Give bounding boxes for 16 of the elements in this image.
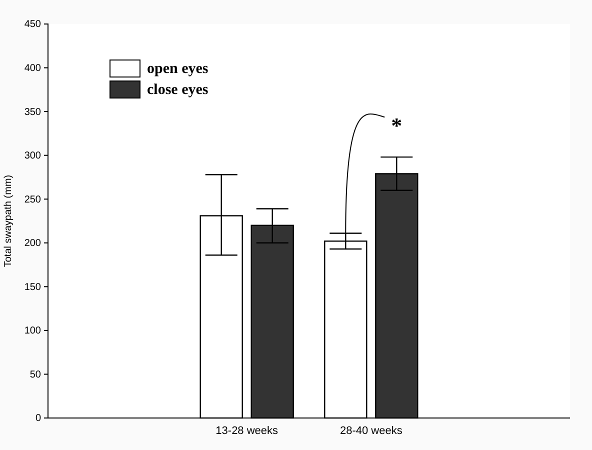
y-tick-label: 250: [24, 194, 42, 206]
legend-label: open eyes: [147, 61, 208, 77]
y-tick-label: 100: [24, 326, 42, 337]
y-tick-label: 50: [30, 369, 42, 380]
y-tick-label: 0: [35, 413, 42, 424]
x-tick-label: 13-28 weeks: [216, 424, 279, 437]
y-tick-label: 300: [24, 150, 42, 162]
y-tick-label: 350: [24, 106, 42, 118]
x-tick-label: 28-40 weeks: [340, 424, 403, 437]
y-axis-title: Total swaypath (mm): [3, 174, 14, 268]
y-tick-label: 400: [24, 62, 42, 74]
legend-label: close eyes: [147, 82, 208, 98]
y-tick-label: 150: [24, 282, 42, 293]
y-tick-label: 450: [24, 19, 42, 30]
y-tick-label: 200: [24, 238, 42, 250]
annotation: *: [391, 113, 402, 138]
